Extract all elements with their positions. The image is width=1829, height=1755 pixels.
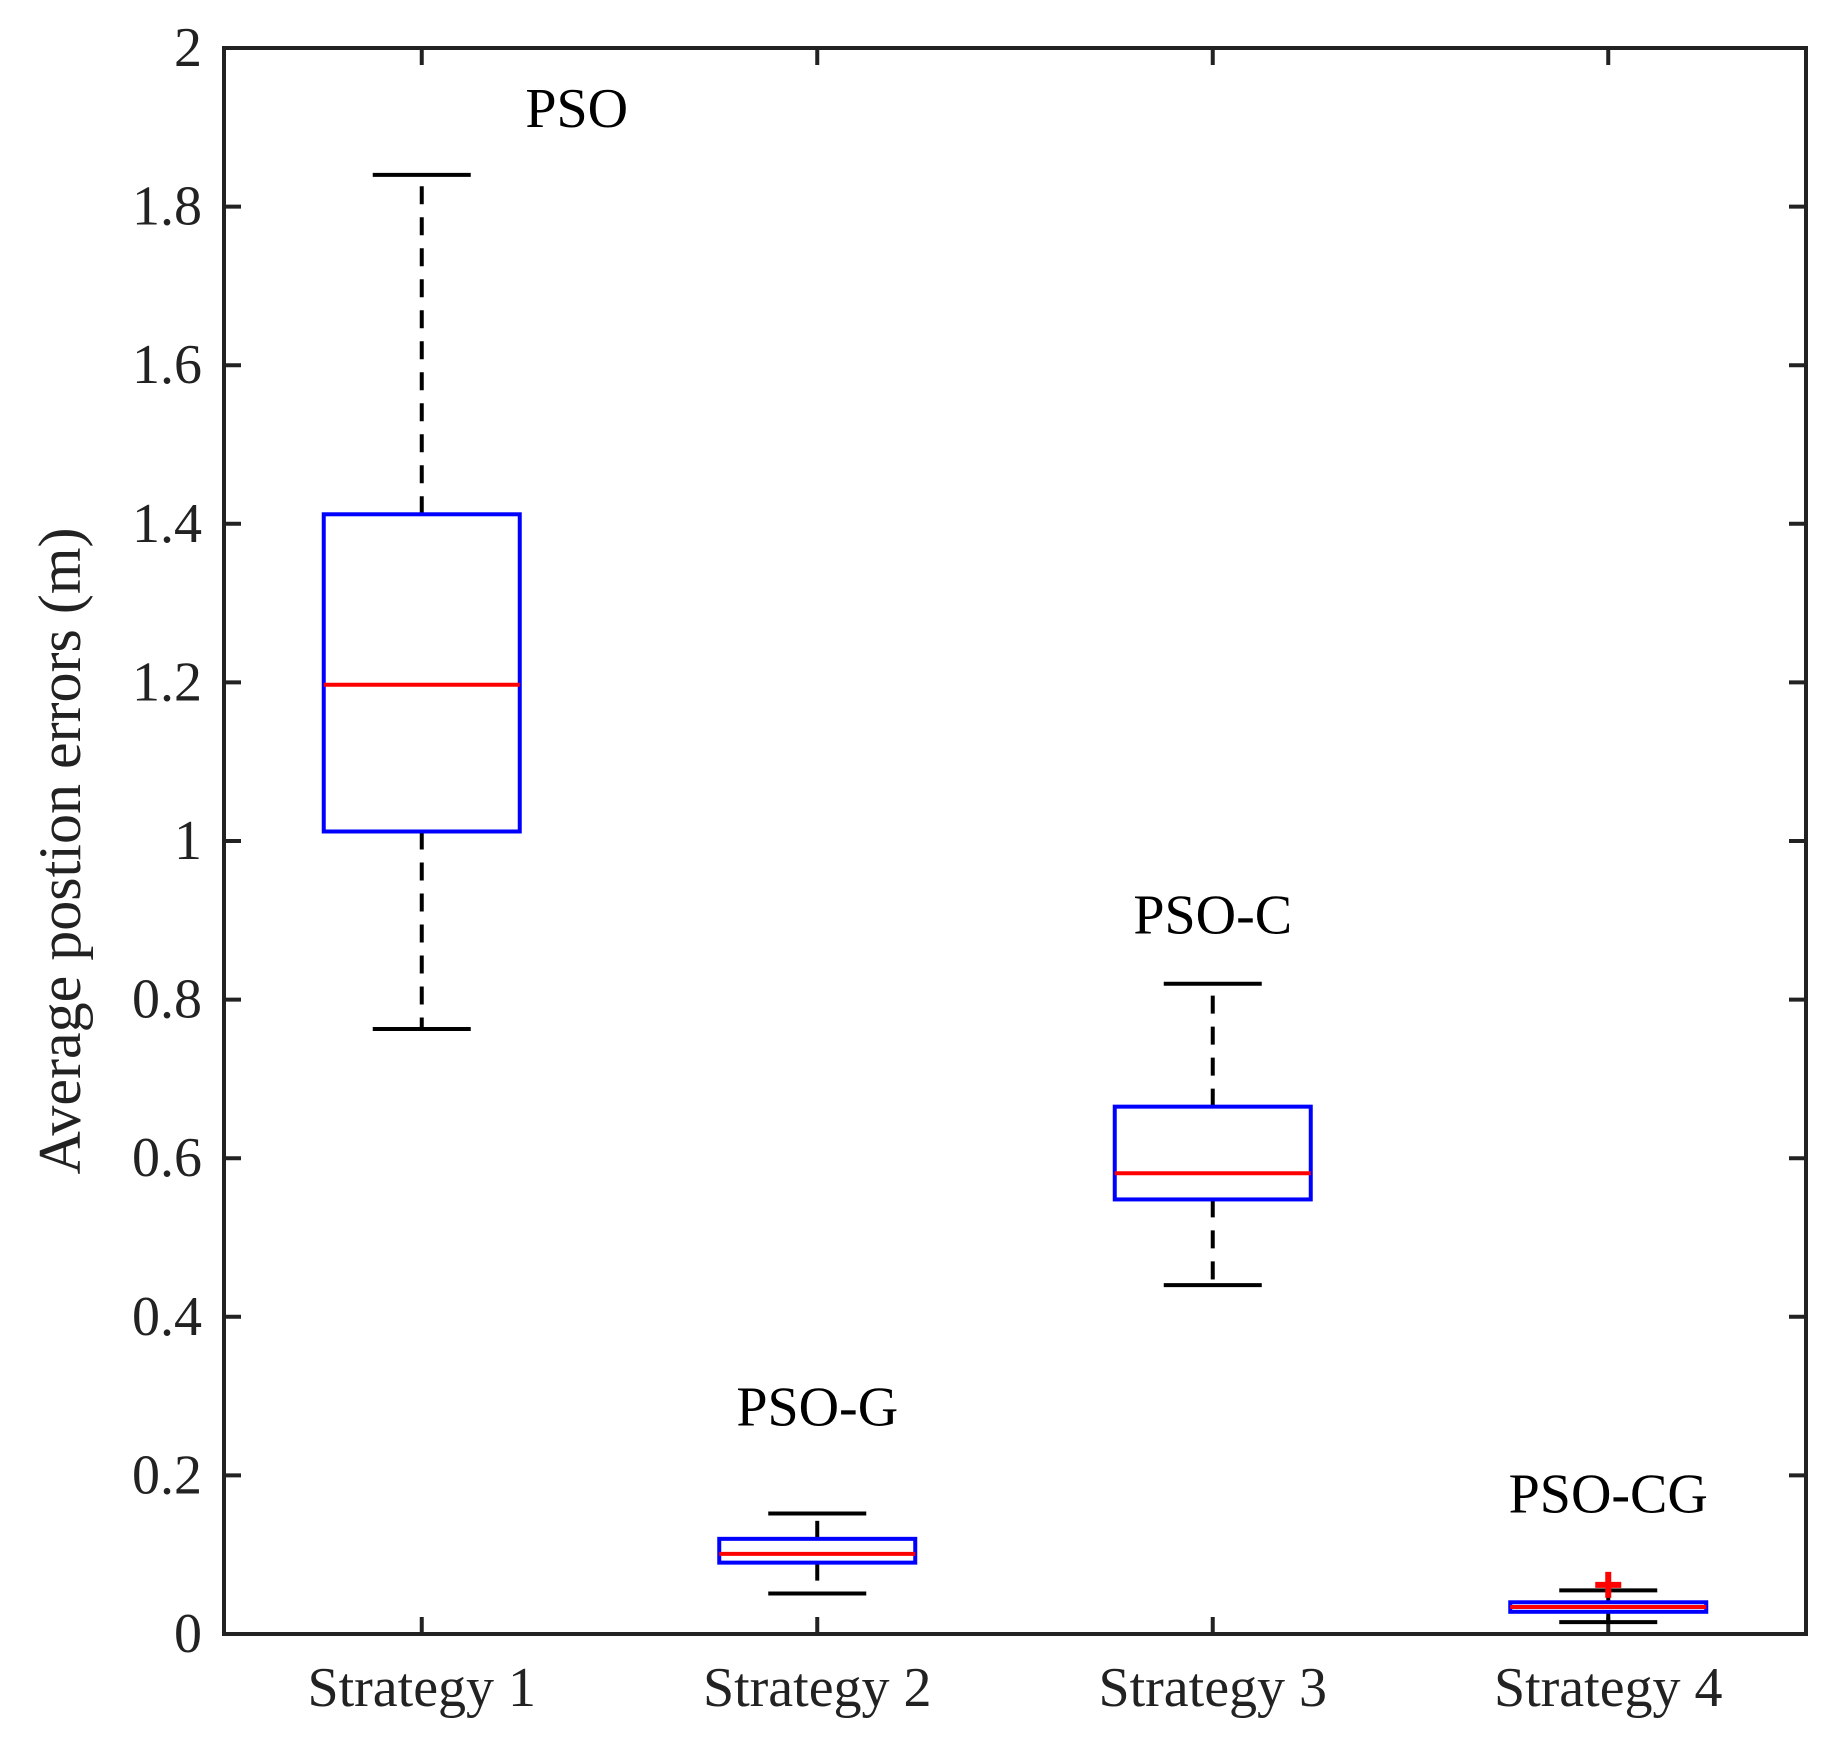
y-tick-label: 1.6 (132, 334, 202, 396)
y-tick-label: 1 (174, 810, 202, 872)
y-tick-label: 1.8 (132, 176, 202, 238)
x-tick-label: Strategy 2 (703, 1657, 932, 1719)
x-tick-label: Strategy 4 (1494, 1657, 1723, 1719)
box-group-2: PSO-G (717, 1376, 918, 1596)
x-tick-label: Strategy 3 (1098, 1657, 1327, 1719)
series-label: PSO-C (1133, 885, 1292, 947)
y-tick-label: 0.4 (132, 1286, 202, 1348)
y-tick-label: 0.6 (132, 1127, 202, 1189)
ticks-layer: 0 0.2 0.4 0.6 0.8 1 1.2 1.4 1.6 1.8 2 Strategy 1 Str… (132, 17, 1806, 1719)
y-tick-label: 1.2 (132, 651, 202, 713)
series-label: PSO-CG (1509, 1463, 1708, 1525)
y-tick-label: 2 (174, 17, 202, 79)
series-label: PSO (525, 78, 628, 140)
iqr-box (1112, 1104, 1313, 1202)
series-label: PSO-G (736, 1376, 898, 1438)
box-group-1: PSO (321, 78, 628, 1031)
y-tick-label: 0.2 (132, 1444, 202, 1506)
y-axis-title: Average postion errors (m) (27, 528, 93, 1175)
iqr-box (321, 512, 522, 834)
y-tick-label: 0.8 (132, 969, 202, 1031)
iqr-box (717, 1536, 918, 1565)
boxes-layer: PSO PSO-G PSO-C PSO-CG (321, 78, 1709, 1625)
x-tick-label: Strategy 1 (307, 1657, 536, 1719)
y-tick-label: 1.4 (132, 493, 202, 555)
box-group-4: PSO-CG (1508, 1463, 1709, 1625)
box-group-3: PSO-C (1112, 885, 1313, 1288)
plot-frame (222, 46, 1808, 1636)
y-tick-label: 0 (174, 1603, 202, 1665)
